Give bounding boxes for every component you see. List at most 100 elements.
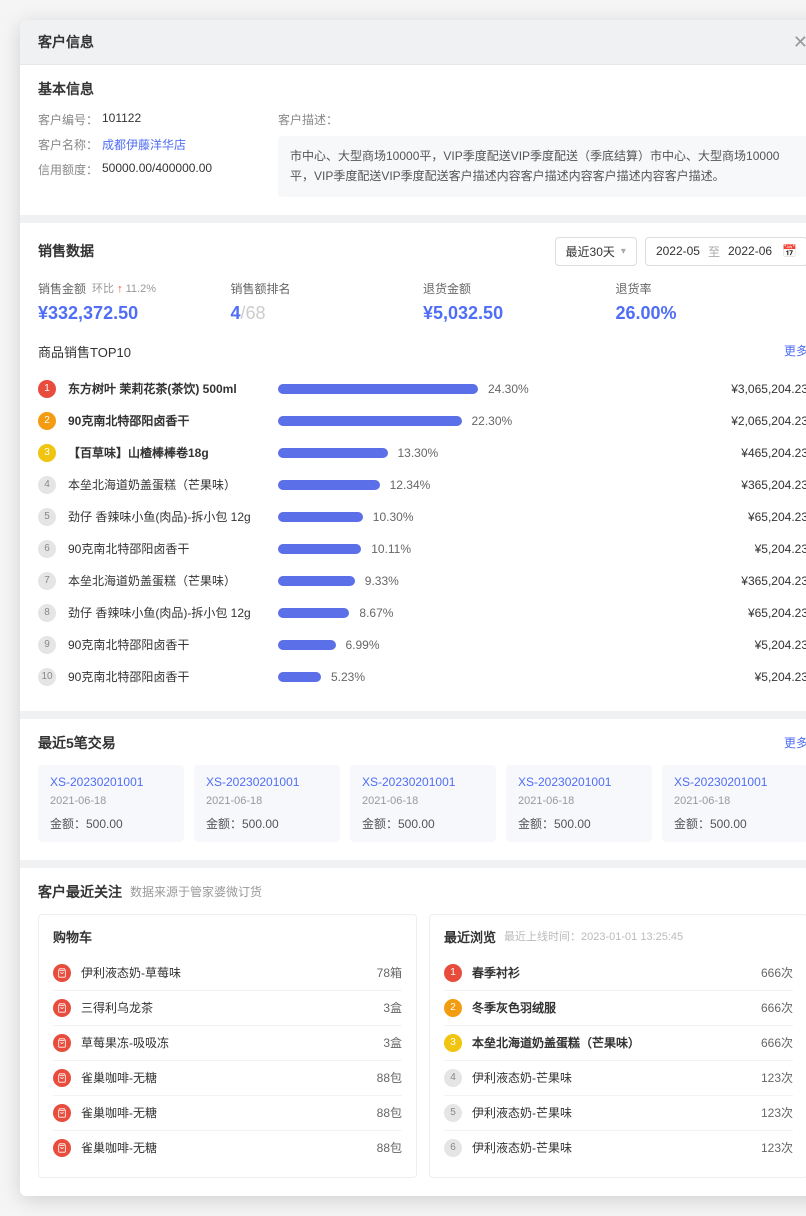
item-name: 春季衬衫: [472, 964, 761, 981]
item-qty: 78箱: [377, 964, 402, 981]
list-item: 雀巢咖啡-无糖 88包: [53, 1131, 402, 1165]
period-dropdown[interactable]: 最近30天 ▾: [555, 237, 637, 266]
customer-desc: 市中心、大型商场10000平，VIP季度配送VIP季度配送（季底结算）市中心、大…: [278, 136, 806, 197]
attention-section: 客户最近关注 数据来源于管家婆微订货 购物车 伊利液态奶-草莓味 78箱 三得利…: [20, 868, 806, 1196]
metric-delta: 环比 ↑ 11.2%: [92, 280, 156, 296]
rank-bar: [278, 512, 363, 522]
rank-amount: ¥2,065,204.23: [698, 414, 806, 428]
rank-bar-wrap: 12.34%: [278, 478, 698, 492]
tx-amount: 金额：500.00: [206, 815, 328, 832]
item-name: 雀巢咖啡-无糖: [81, 1104, 377, 1121]
rank-name: 本垒北海道奶盖蛋糕（芒果味）: [68, 572, 278, 589]
rank-bar: [278, 640, 336, 650]
tx-card: XS-20230201001 2021-06-18 金额：500.00: [506, 765, 652, 842]
item-qty: 3盒: [383, 999, 402, 1016]
tx-id-link[interactable]: XS-20230201001: [206, 775, 328, 789]
item-qty: 666次: [761, 1034, 793, 1051]
tx-date: 2021-06-18: [518, 795, 640, 807]
item-qty: 123次: [761, 1104, 793, 1121]
metric: 退货率26.00%: [616, 280, 806, 324]
rank-amount: ¥5,204.23: [698, 542, 806, 556]
item-qty: 666次: [761, 964, 793, 981]
rank-name: 本垒北海道奶盖蛋糕（芒果味）: [68, 476, 278, 493]
metric-label: 退货率: [616, 280, 806, 297]
tx-date: 2021-06-18: [50, 795, 172, 807]
rank-badge: 6: [444, 1139, 462, 1157]
customer-info-modal: 客户信息 ✕ 基本信息 客户编号： 101122 客户名称： 成都伊藤洋华店 信…: [20, 20, 806, 1196]
rank-pct: 6.99%: [346, 638, 380, 652]
metric: 销售额排名4/68: [231, 280, 424, 324]
item-qty: 3盒: [383, 1034, 402, 1051]
item-name: 本垒北海道奶盖蛋糕（芒果味）: [472, 1034, 761, 1051]
rank-pct: 13.30%: [398, 446, 439, 460]
rank-amount: ¥5,204.23: [698, 638, 806, 652]
rank-bar-wrap: 5.23%: [278, 670, 698, 684]
item-name: 伊利液态奶-草莓味: [81, 964, 377, 981]
tx-date: 2021-06-18: [206, 795, 328, 807]
item-name: 伊利液态奶-芒果味: [472, 1104, 761, 1121]
rank-amount: ¥65,204.23: [698, 606, 806, 620]
cart-panel: 购物车 伊利液态奶-草莓味 78箱 三得利乌龙茶 3盒 草莓果冻-吸吸冻 3盒 …: [38, 914, 417, 1178]
rank-row: 7 本垒北海道奶盖蛋糕（芒果味） 9.33% ¥365,204.23: [38, 565, 806, 597]
rank-pct: 10.11%: [371, 542, 411, 556]
customer-name-link[interactable]: 成都伊藤洋华店: [102, 136, 186, 153]
attn-title: 客户最近关注: [38, 882, 122, 902]
rank-bar-wrap: 10.11%: [278, 542, 698, 556]
browse-list: 1 春季衬衫 666次 2 冬季灰色羽绒服 666次 3 本垒北海道奶盖蛋糕（芒…: [444, 956, 793, 1165]
tx-date: 2021-06-18: [362, 795, 484, 807]
rank-badge: 2: [444, 999, 462, 1017]
rank-bar-wrap: 10.30%: [278, 510, 698, 524]
modal-header: 客户信息 ✕: [20, 20, 806, 65]
tx-id-link[interactable]: XS-20230201001: [50, 775, 172, 789]
bag-icon: [53, 999, 71, 1017]
tx-id-link[interactable]: XS-20230201001: [362, 775, 484, 789]
rank-bar-wrap: 13.30%: [278, 446, 698, 460]
rank-pct: 10.30%: [373, 510, 414, 524]
rank-amount: ¥5,204.23: [698, 670, 806, 684]
arrow-up-icon: ↑: [117, 283, 123, 295]
tx-id-link[interactable]: XS-20230201001: [674, 775, 796, 789]
bag-icon: [53, 1139, 71, 1157]
sales-title: 销售数据: [38, 241, 94, 261]
metric-value: 4/68: [231, 303, 424, 324]
date-start: 2022-05: [656, 244, 700, 258]
rank-row: 2 90克南北特邵阳卤香干 22.30% ¥2,065,204.23: [38, 405, 806, 437]
tx-amount: 金额：500.00: [50, 815, 172, 832]
rank-bar: [278, 544, 361, 554]
rank-amount: ¥3,065,204.23: [698, 382, 806, 396]
item-name: 雀巢咖啡-无糖: [81, 1069, 377, 1086]
top10-list: 1 东方树叶 茉莉花茶(茶饮) 500ml 24.30% ¥3,065,204.…: [38, 373, 806, 693]
item-name: 伊利液态奶-芒果味: [472, 1139, 761, 1156]
tx-id-link[interactable]: XS-20230201001: [518, 775, 640, 789]
cart-list: 伊利液态奶-草莓味 78箱 三得利乌龙茶 3盒 草莓果冻-吸吸冻 3盒 雀巢咖啡…: [53, 956, 402, 1165]
rank-bar: [278, 576, 355, 586]
rank-pct: 9.33%: [365, 574, 399, 588]
list-item: 三得利乌龙茶 3盒: [53, 991, 402, 1026]
tx-card: XS-20230201001 2021-06-18 金额：500.00: [662, 765, 806, 842]
date-end: 2022-06: [728, 244, 772, 258]
tx-card: XS-20230201001 2021-06-18 金额：500.00: [350, 765, 496, 842]
list-item: 草莓果冻-吸吸冻 3盒: [53, 1026, 402, 1061]
rank-pct: 22.30%: [472, 414, 513, 428]
close-icon[interactable]: ✕: [793, 33, 806, 51]
rank-bar-wrap: 22.30%: [278, 414, 698, 428]
rank-badge: 3: [38, 444, 56, 462]
rank-bar: [278, 384, 478, 394]
top10-more-link[interactable]: 更多: [784, 342, 806, 361]
rank-pct: 5.23%: [331, 670, 365, 684]
item-name: 伊利液态奶-芒果味: [472, 1069, 761, 1086]
date-sep: 至: [708, 243, 720, 260]
rank-pct: 24.30%: [488, 382, 529, 396]
rank-badge: 1: [444, 964, 462, 982]
rank-badge: 4: [444, 1069, 462, 1087]
rank-badge: 8: [38, 604, 56, 622]
rank-bar-wrap: 24.30%: [278, 382, 698, 396]
tx-more-link[interactable]: 更多: [784, 734, 806, 751]
metrics-row: 销售金额环比 ↑ 11.2%¥332,372.50销售额排名4/68退货金额¥5…: [38, 280, 806, 324]
date-range-picker[interactable]: 2022-05 至 2022-06 📅: [645, 237, 806, 266]
list-item: 伊利液态奶-草莓味 78箱: [53, 956, 402, 991]
list-item: 4 伊利液态奶-芒果味 123次: [444, 1061, 793, 1096]
rank-row: 3 【百草味】山楂棒棒卷18g 13.30% ¥465,204.23: [38, 437, 806, 469]
item-name: 雀巢咖啡-无糖: [81, 1139, 377, 1156]
rank-amount: ¥65,204.23: [698, 510, 806, 524]
